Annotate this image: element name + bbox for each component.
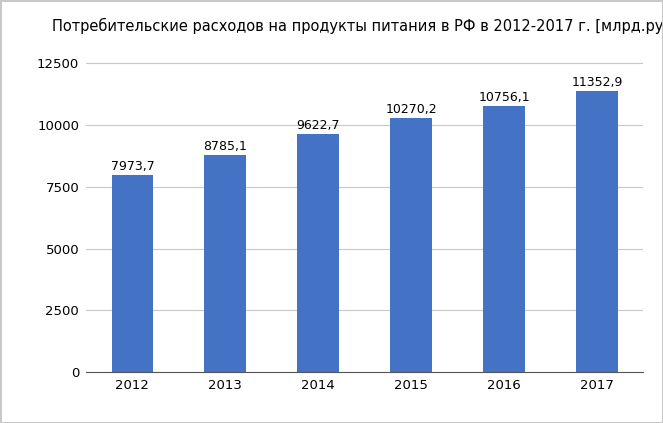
Text: 9622,7: 9622,7	[296, 119, 340, 132]
Bar	[297, 134, 339, 372]
Text: 11352,9: 11352,9	[572, 76, 623, 89]
Text: 7973,7: 7973,7	[111, 159, 154, 173]
Bar	[111, 175, 153, 372]
Bar	[483, 106, 525, 372]
Bar	[204, 155, 246, 372]
Text: 10270,2: 10270,2	[385, 103, 437, 116]
Bar	[391, 118, 432, 372]
Title: Потребительские расходов на продукты питания в РФ в 2012-2017 г. [млрд.руб]: Потребительские расходов на продукты пит…	[52, 18, 663, 34]
Text: 8785,1: 8785,1	[204, 140, 247, 153]
Text: 10756,1: 10756,1	[478, 91, 530, 104]
Bar	[576, 91, 618, 372]
